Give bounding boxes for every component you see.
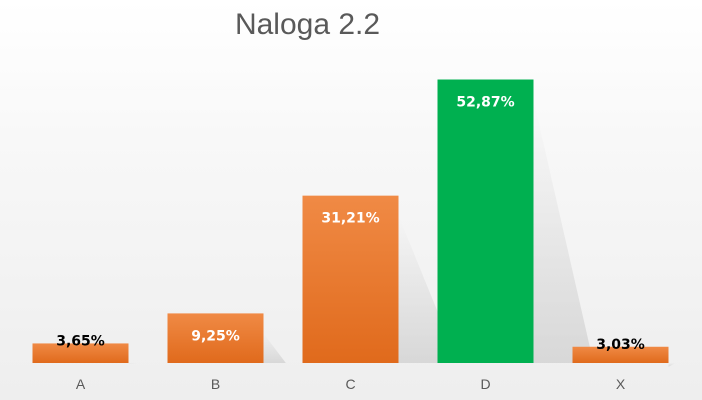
bar-shadow — [398, 215, 459, 363]
data-label-x: 3,03% — [596, 337, 645, 353]
data-labels-group: 3,65% 9,25% 31,21% 52,87% 3,03% — [56, 95, 645, 353]
bar-a — [32, 343, 129, 363]
category-label-c: C — [345, 376, 355, 392]
data-label-d: 52,87% — [456, 95, 514, 111]
bar-d — [437, 79, 534, 363]
bar-x — [572, 346, 669, 363]
chart-title: Naloga 2.2 — [234, 8, 381, 41]
bar-shadow — [263, 333, 286, 363]
bar-b — [167, 313, 264, 363]
bar-c — [302, 195, 399, 363]
category-label-d: D — [480, 376, 490, 392]
bar-shadow — [533, 99, 594, 363]
data-label-c: 31,21% — [321, 211, 379, 227]
data-label-b: 9,25% — [191, 328, 240, 344]
category-label-a: A — [76, 376, 86, 392]
bar-shadows — [128, 99, 676, 367]
bars-group — [32, 79, 669, 363]
data-label-a: 3,65% — [56, 333, 105, 349]
category-label-x: X — [616, 376, 626, 392]
bar-shadow — [668, 363, 676, 367]
category-label-b: B — [211, 376, 220, 392]
